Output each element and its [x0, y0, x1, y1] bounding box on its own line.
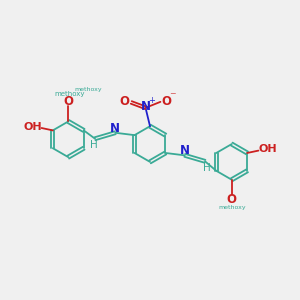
Text: ⁻: ⁻ [169, 91, 176, 103]
Text: O: O [227, 193, 237, 206]
Text: N: N [180, 144, 190, 158]
Text: H: H [202, 163, 210, 173]
Text: O: O [120, 95, 130, 108]
Text: methoxy: methoxy [55, 91, 85, 97]
Text: +: + [148, 96, 155, 105]
Text: methoxy: methoxy [75, 87, 102, 92]
Text: H: H [90, 140, 98, 150]
Text: OH: OH [258, 144, 277, 154]
Text: N: N [141, 100, 151, 113]
Text: methoxy: methoxy [218, 205, 245, 210]
Text: O: O [63, 95, 73, 108]
Text: OH: OH [24, 122, 43, 132]
Text: O: O [161, 95, 171, 108]
Text: N: N [110, 122, 120, 135]
